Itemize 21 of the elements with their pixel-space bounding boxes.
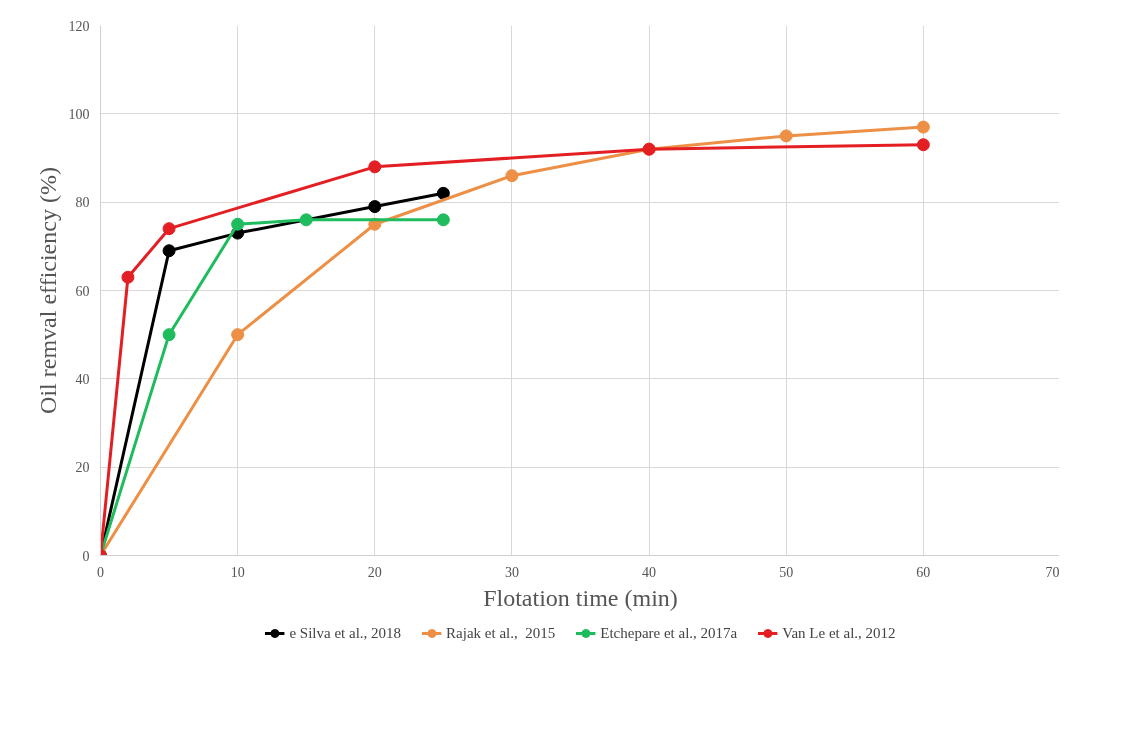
x-tick-label: 70 — [1045, 564, 1060, 580]
y-tick-label: 100 — [68, 106, 90, 122]
y-tick-label: 60 — [75, 283, 90, 299]
legend-label: e Silva et al., 2018 — [289, 624, 402, 642]
y-tick-label: 0 — [82, 548, 90, 564]
x-tick-label: 0 — [97, 564, 104, 580]
y-tick-label: 40 — [75, 371, 90, 387]
x-tick-label: 20 — [367, 564, 382, 580]
legend-label: Van Le et al., 2012 — [782, 624, 896, 642]
x-tick-label: 50 — [779, 564, 794, 580]
y-axis-title: Oil remval efficiency (%) — [34, 167, 61, 414]
legend-label: Rajak et al., 2015 — [446, 624, 556, 642]
x-tick-label: 30 — [504, 564, 519, 580]
y-tick-label: 120 — [68, 18, 90, 34]
y-tick-label: 20 — [75, 460, 90, 476]
x-axis-title: Flotation time (min) — [483, 584, 678, 611]
y-tick-label: 80 — [75, 195, 90, 211]
x-tick-label: 10 — [230, 564, 245, 580]
x-tick-label: 40 — [642, 564, 657, 580]
x-tick-label: 60 — [916, 564, 931, 580]
legend-label: Etchepare et al., 2017a — [600, 624, 738, 642]
